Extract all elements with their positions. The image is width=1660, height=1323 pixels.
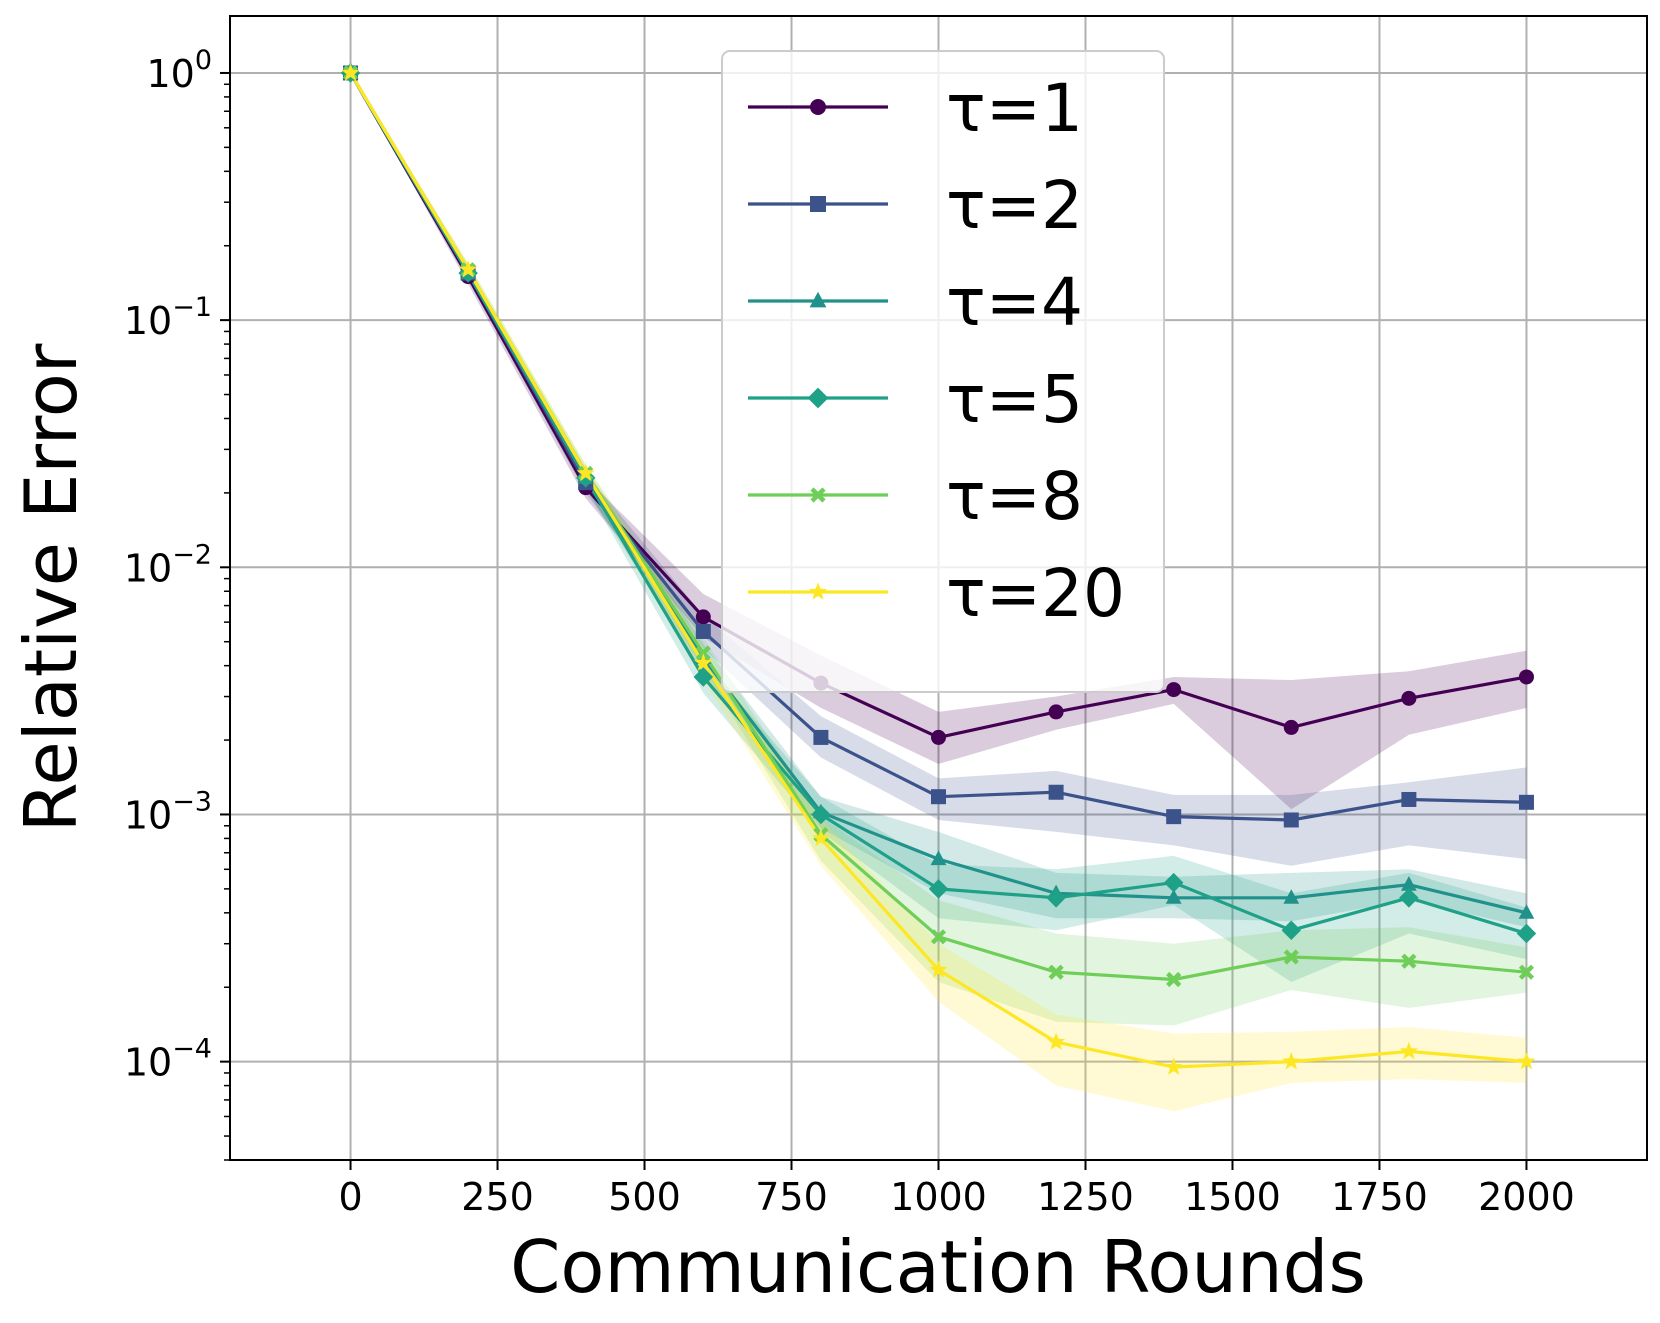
y-axis-label: Relative Error: [9, 343, 93, 832]
data-point-4-5: [930, 929, 947, 945]
legend-marker-0: [810, 99, 826, 115]
series-band-1: [350, 73, 1527, 866]
y-tick-label: 10−4: [124, 1034, 212, 1085]
data-point-5-8: [1282, 1052, 1301, 1070]
data-point-0-5: [931, 729, 946, 745]
data-point-3-4: [811, 804, 831, 825]
data-point-2-8: [1283, 889, 1300, 904]
data-point-5-7: [1164, 1057, 1183, 1075]
data-point-4-3: [695, 645, 711, 661]
series-markers: [340, 63, 1537, 1075]
legend: τ=1 τ=2 τ=4 τ=5 τ=8 τ=20: [721, 50, 1165, 693]
data-point-5-5: [929, 960, 948, 978]
x-tick-label: 1750: [1331, 1175, 1428, 1219]
y-tick-label: 100: [146, 45, 212, 96]
data-point-0-6: [1048, 704, 1064, 720]
data-point-5-2: [576, 463, 595, 482]
data-point-3-7: [1163, 872, 1184, 893]
data-point-5-3: [694, 653, 713, 671]
legend-marker-1: [810, 196, 826, 212]
data-point-2-10: [1518, 904, 1535, 919]
data-point-1-9: [1401, 791, 1417, 807]
legend-marker-4: [810, 487, 826, 503]
legend-label-2: τ=4: [946, 264, 1083, 341]
data-point-5-4: [811, 828, 830, 847]
data-point-3-3: [693, 667, 714, 687]
legend-marker-2: [809, 291, 827, 308]
data-point-3-5: [928, 879, 949, 899]
data-point-1-7: [1166, 809, 1182, 825]
data-point-1-3: [695, 623, 711, 639]
data-point-1-8: [1283, 812, 1299, 828]
data-point-0-7: [1166, 682, 1182, 698]
x-tick-label: 750: [755, 1175, 828, 1219]
data-point-3-6: [1046, 888, 1066, 908]
data-point-4-8: [1283, 949, 1299, 965]
data-point-4-6: [1048, 964, 1064, 980]
data-point-3-9: [1399, 888, 1419, 908]
series-band-4: [350, 73, 1527, 1026]
x-tick-label: 1000: [890, 1175, 987, 1219]
legend-label-4: τ=8: [946, 458, 1083, 535]
legend-marker-3: [807, 387, 829, 409]
data-point-0-3: [695, 609, 711, 625]
legend-marker-5: [808, 582, 828, 600]
y-tick-label: 10−1: [124, 292, 212, 343]
legend-label-1: τ=2: [946, 167, 1083, 244]
axis-ticks: 0 250 500 750 1000 1250 1500 1750 2000 100 10−1 10−…: [124, 45, 1575, 1219]
data-point-3-10: [1516, 923, 1537, 944]
data-point-5-6: [1047, 1032, 1066, 1050]
x-tick-label: 500: [608, 1175, 681, 1219]
data-point-0-10: [1518, 669, 1534, 685]
data-point-0-9: [1401, 690, 1417, 706]
data-point-5-1: [459, 260, 478, 278]
x-tick-label: 2000: [1478, 1175, 1575, 1219]
legend-label-3: τ=5: [946, 361, 1083, 438]
data-point-5-10: [1517, 1052, 1536, 1070]
data-point-1-5: [931, 789, 946, 805]
data-point-1-4: [813, 729, 829, 745]
legend-label-5: τ=20: [946, 555, 1125, 632]
data-point-3-8: [1281, 920, 1301, 940]
data-point-4-10: [1518, 964, 1535, 980]
x-tick-label: 250: [461, 1175, 534, 1219]
legend-label-0: τ=1: [946, 70, 1083, 147]
data-point-1-10: [1518, 794, 1534, 810]
x-tick-label: 1250: [1037, 1175, 1134, 1219]
y-tick-label: 10−2: [124, 539, 212, 590]
y-tick-label: 10−3: [124, 786, 212, 837]
data-point-4-7: [1166, 971, 1182, 988]
data-point-2-5: [930, 850, 947, 866]
data-point-5-9: [1399, 1041, 1418, 1060]
x-axis-label: Communication Rounds: [510, 1225, 1366, 1309]
data-point-2-7: [1165, 889, 1182, 904]
legend-box: [721, 50, 1165, 693]
data-point-1-6: [1048, 784, 1064, 800]
x-tick-label: 1500: [1184, 1175, 1281, 1219]
data-point-2-9: [1401, 876, 1417, 891]
data-point-5-0: [341, 63, 360, 81]
x-tick-label: 0: [338, 1175, 362, 1219]
data-point-4-9: [1401, 953, 1417, 969]
data-point-0-8: [1283, 719, 1299, 735]
